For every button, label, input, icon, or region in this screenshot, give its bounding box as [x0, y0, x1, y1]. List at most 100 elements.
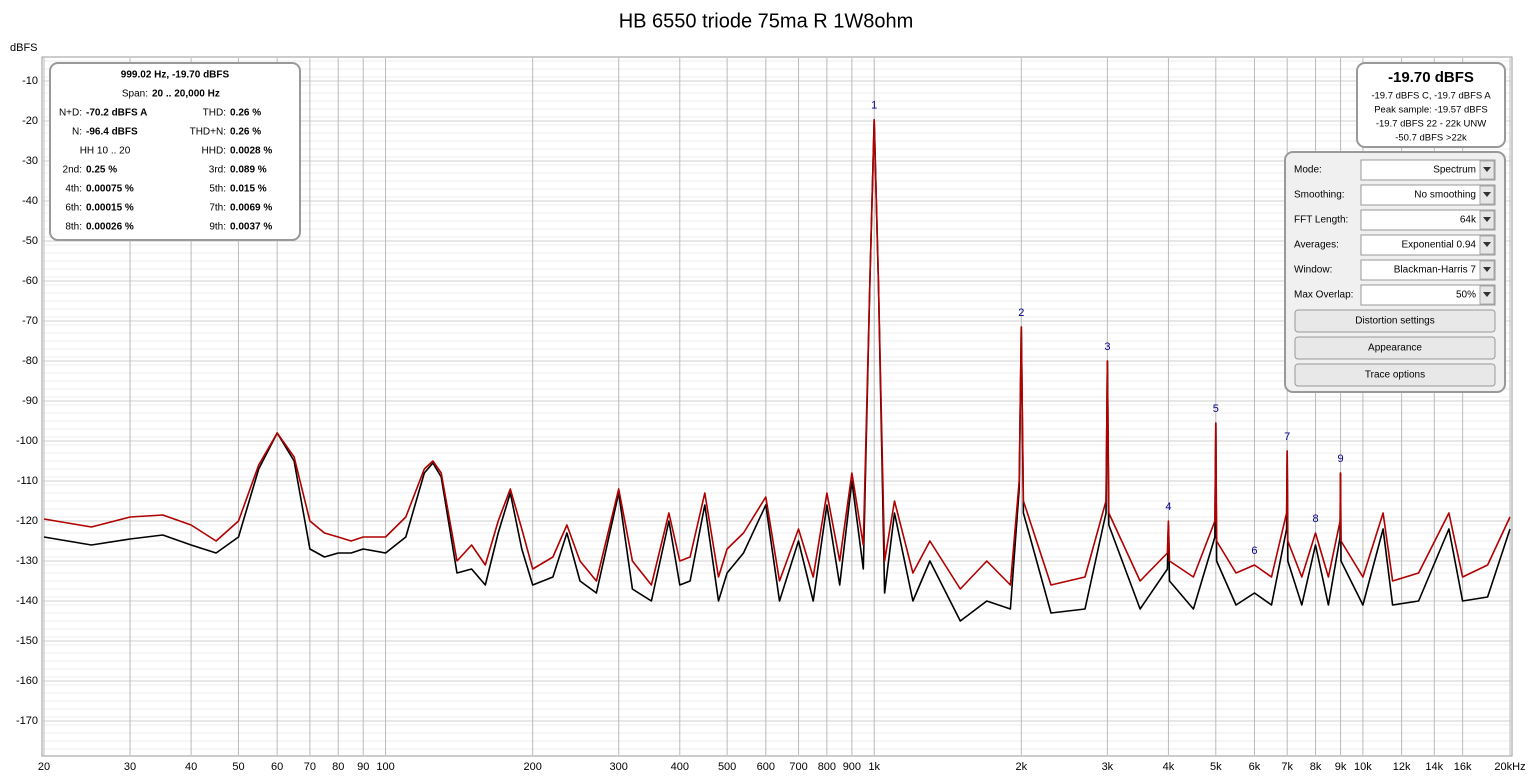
- readout-value: 0.25 %: [86, 165, 117, 176]
- dropdown[interactable]: [1360, 159, 1496, 181]
- readout-heading: 999.02 Hz, -19.70 dBFS: [121, 70, 230, 81]
- y-tick-label: -140: [16, 595, 38, 607]
- x-tick-label: 16k: [1454, 761, 1472, 773]
- y-tick-label: -40: [22, 195, 38, 207]
- x-tick-label: 8k: [1310, 761, 1322, 773]
- level-panel: [1356, 62, 1506, 148]
- harmonic-label: 3: [1104, 341, 1110, 353]
- level-line: -19.7 dBFS C, -19.7 dBFS A: [1371, 91, 1491, 102]
- y-tick-label: -110: [17, 475, 38, 487]
- x-tick-label: 70: [304, 761, 316, 773]
- control-label: Window:: [1294, 265, 1332, 276]
- dropdown-arrow: [1483, 292, 1491, 297]
- button[interactable]: [1294, 363, 1496, 387]
- dropdown[interactable]: [1360, 259, 1496, 281]
- x-tick-label: 200: [523, 761, 541, 773]
- readout-value: -70.2 dBFS A: [86, 108, 147, 119]
- readout-label: HHD:: [202, 146, 226, 157]
- level-line: Peak sample: -19.57 dBFS: [1374, 105, 1488, 116]
- button[interactable]: [1294, 309, 1496, 333]
- dropdown-value: 64k: [1460, 215, 1477, 226]
- readout-label: 8th:: [65, 222, 82, 233]
- x-tick-label: 12k: [1393, 761, 1411, 773]
- y-tick-label: -70: [22, 315, 38, 327]
- dropdown-value: Exponential 0.94: [1401, 240, 1476, 251]
- y-tick-label: -10: [22, 75, 38, 87]
- dropdown-arrow: [1483, 242, 1491, 247]
- readout-label: 2nd:: [63, 165, 82, 176]
- y-tick-label: -50: [22, 235, 38, 247]
- readout-value: 0.00026 %: [86, 222, 134, 233]
- dropdown-arrow: [1483, 267, 1491, 272]
- readout-value: 0.26 %: [230, 127, 261, 138]
- button[interactable]: [1294, 336, 1496, 360]
- dropdown-value: Blackman-Harris 7: [1394, 265, 1477, 276]
- x-tick-label: 300: [610, 761, 628, 773]
- harmonic-label: 6: [1251, 545, 1257, 557]
- x-tick-label: 20kHz: [1494, 761, 1525, 773]
- span-label: Span:: [122, 89, 148, 100]
- x-tick-label: 3k: [1102, 761, 1114, 773]
- readout-label: 6th:: [65, 203, 82, 214]
- x-tick-label: 900: [843, 761, 861, 773]
- x-tick-label: 9k: [1335, 761, 1347, 773]
- y-tick-label: -60: [22, 275, 38, 287]
- readout-label: THD:: [203, 108, 226, 119]
- y-tick-label: -160: [16, 675, 38, 687]
- readout-value: 0.089 %: [230, 165, 267, 176]
- readout-label: 3rd:: [209, 165, 226, 176]
- readout-value: 0.0069 %: [230, 203, 272, 214]
- readout-label: 5th:: [209, 184, 226, 195]
- x-tick-label: 4k: [1163, 761, 1175, 773]
- control-label: Max Overlap:: [1294, 290, 1353, 301]
- y-tick-label: -90: [22, 395, 38, 407]
- y-tick-label: -80: [22, 355, 38, 367]
- readout-label: 4th:: [65, 184, 82, 195]
- dropdown[interactable]: [1360, 234, 1496, 256]
- x-tick-label: 30: [124, 761, 136, 773]
- harmonic-label: 4: [1165, 501, 1171, 513]
- dropdown[interactable]: [1360, 209, 1496, 231]
- readout-value: 0.0037 %: [230, 222, 272, 233]
- x-tick-label: 90: [357, 761, 369, 773]
- x-tick-label: 2k: [1016, 761, 1028, 773]
- x-tick-label: 80: [332, 761, 344, 773]
- harmonic-label: 2: [1018, 307, 1024, 319]
- span-value: 20 .. 20,000 Hz: [152, 89, 220, 100]
- harmonic-label: 8: [1312, 513, 1318, 525]
- x-tick-label: 6k: [1249, 761, 1261, 773]
- dropdown[interactable]: [1360, 284, 1496, 306]
- dropdown-arrow: [1483, 192, 1491, 197]
- y-tick-label: -170: [16, 715, 38, 727]
- x-tick-label: 500: [718, 761, 736, 773]
- readout-label: N:: [72, 127, 82, 138]
- y-axis-label: dBFS: [10, 42, 38, 54]
- readout-value: 0.00075 %: [86, 184, 134, 195]
- x-tick-label: 50: [232, 761, 244, 773]
- y-tick-label: -150: [16, 635, 38, 647]
- readout-value: 0.0028 %: [230, 146, 272, 157]
- harmonic-label: 7: [1284, 431, 1290, 443]
- x-tick-label: 10k: [1354, 761, 1372, 773]
- control-label: FFT Length:: [1294, 215, 1348, 226]
- dropdown-value: Spectrum: [1433, 165, 1476, 176]
- spectrum-trace: [43, 119, 1511, 590]
- control-label: Smoothing:: [1294, 190, 1345, 201]
- dropdown[interactable]: [1360, 184, 1496, 206]
- readout-label: 7th:: [209, 203, 226, 214]
- readout-value: -96.4 dBFS: [86, 127, 138, 138]
- dropdown-value: No smoothing: [1414, 190, 1476, 201]
- button-label: Distortion settings: [1355, 316, 1434, 327]
- harmonic-label: 5: [1213, 403, 1219, 415]
- button-label: Trace options: [1365, 370, 1425, 381]
- readout-panel: [49, 62, 301, 241]
- y-tick-label: -20: [22, 115, 38, 127]
- readout-label: HH 10 .. 20: [80, 146, 131, 157]
- x-tick-label: 7k: [1281, 761, 1293, 773]
- readout-value: 0.26 %: [230, 108, 261, 119]
- readout-value: 0.00015 %: [86, 203, 134, 214]
- dropdown-arrow: [1483, 167, 1491, 172]
- x-tick-label: 400: [671, 761, 689, 773]
- harmonic-label: 9: [1337, 453, 1343, 465]
